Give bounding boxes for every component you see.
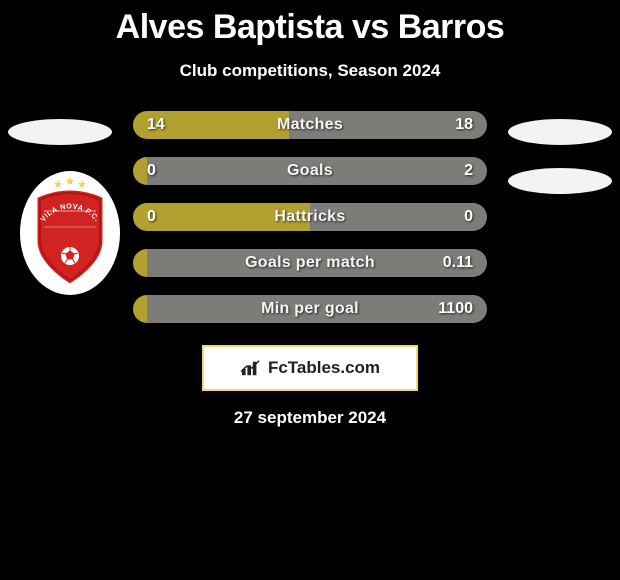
bar-value-left: 0	[147, 203, 156, 231]
bar-value-right: 0	[464, 203, 473, 231]
attribution-box: FcTables.com	[202, 345, 418, 391]
footer-date: 27 september 2024	[0, 408, 620, 428]
avatar-placeholder-right-2	[508, 168, 612, 194]
stat-row-goals-per-match: Goals per match0.11	[133, 249, 487, 277]
bar-value-right: 2	[464, 157, 473, 185]
stat-row-goals: Goals0 2	[133, 157, 487, 185]
stat-bars: Matches1418Goals02Hattricks00Goals per m…	[133, 111, 487, 341]
title-vs: vs	[352, 8, 389, 46]
bar-value-right: 18	[455, 111, 473, 139]
vila-nova-shield-icon: VILA NOVA F.C.	[20, 171, 120, 295]
club-badge-left: VILA NOVA F.C.	[20, 171, 120, 295]
stat-row-hattricks: Hattricks0 0	[133, 203, 487, 231]
bar-label: Goals	[133, 157, 487, 185]
bar-value-left: 14	[147, 111, 165, 139]
bar-value-left: 0	[147, 157, 156, 185]
bar-label: Hattricks	[133, 203, 487, 231]
title-player-right: Barros	[398, 8, 505, 46]
avatar-placeholder-right-1	[508, 119, 612, 145]
bar-chart-icon	[240, 359, 262, 377]
avatar-placeholder-left	[8, 119, 112, 145]
bar-label: Matches	[133, 111, 487, 139]
page-title: Alves Baptista vs Barros	[0, 0, 620, 47]
subtitle: Club competitions, Season 2024	[0, 61, 620, 81]
bar-value-right: 1100	[438, 295, 473, 323]
bar-label: Min per goal	[133, 295, 487, 323]
attribution-text: FcTables.com	[268, 358, 380, 378]
bar-value-right: 0.11	[443, 249, 473, 277]
stat-row-matches: Matches14 18	[133, 111, 487, 139]
title-player-left: Alves Baptista	[116, 8, 343, 46]
stat-row-min-per-goal: Min per goal1100	[133, 295, 487, 323]
bar-label: Goals per match	[133, 249, 487, 277]
